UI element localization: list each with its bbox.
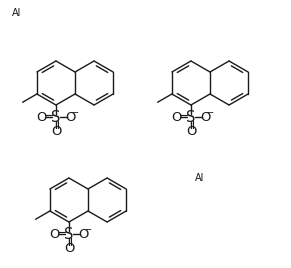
Text: O: O [64, 242, 74, 255]
Text: −: − [71, 108, 80, 118]
Text: O: O [78, 228, 88, 241]
Text: O: O [172, 111, 182, 124]
Text: O: O [186, 125, 196, 138]
Text: O: O [51, 125, 61, 138]
Text: S: S [51, 110, 61, 125]
Text: O: O [50, 228, 60, 241]
Text: O: O [200, 111, 210, 124]
Text: Al: Al [12, 8, 21, 18]
Text: O: O [37, 111, 47, 124]
Text: S: S [64, 227, 74, 241]
Text: Al: Al [195, 173, 204, 183]
Text: O: O [65, 111, 75, 124]
Text: −: − [206, 108, 215, 118]
Text: −: − [84, 225, 93, 235]
Text: S: S [186, 110, 196, 125]
